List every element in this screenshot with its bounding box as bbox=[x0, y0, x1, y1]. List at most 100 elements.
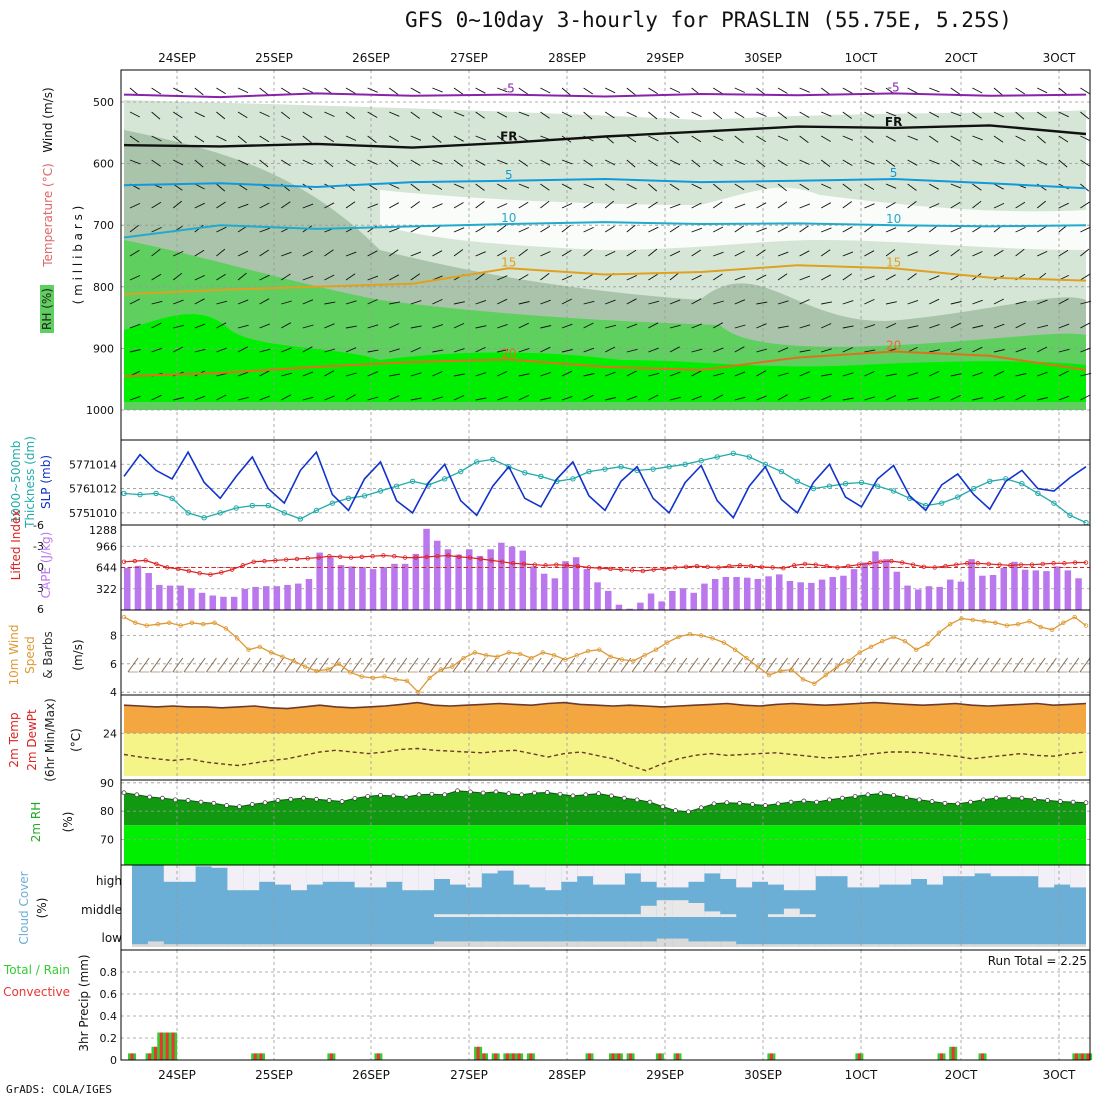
wind10-barb bbox=[138, 657, 150, 673]
wind10-point bbox=[1004, 623, 1009, 628]
cape-bar bbox=[252, 586, 259, 610]
cape-axis-label: CAPE (J/kg) bbox=[39, 532, 53, 599]
cloud-high-gap bbox=[736, 865, 753, 888]
thickness-point bbox=[987, 478, 993, 484]
wind-barb bbox=[453, 348, 465, 353]
wind-barb bbox=[129, 298, 141, 305]
cape-bar bbox=[188, 588, 195, 610]
cape-bar bbox=[508, 546, 516, 610]
cloud-low-gap bbox=[402, 944, 419, 947]
wind-barb bbox=[237, 396, 249, 401]
rh2m-point bbox=[1019, 795, 1025, 801]
li-point bbox=[802, 561, 808, 567]
wind-barb bbox=[972, 251, 983, 257]
wind10-barb bbox=[1001, 657, 1013, 673]
cloud-low-gap bbox=[911, 944, 927, 947]
wind-barb bbox=[561, 159, 573, 165]
wind-barb bbox=[259, 370, 270, 377]
wind-barb bbox=[216, 248, 226, 257]
precip-bar-convective bbox=[857, 1053, 861, 1060]
wind-barb bbox=[950, 87, 961, 95]
wind-barb bbox=[907, 159, 918, 166]
wind-barb bbox=[669, 203, 681, 209]
wind10-barb bbox=[877, 657, 889, 673]
cloud-high-gap bbox=[624, 865, 641, 874]
li-tick: -3 bbox=[33, 540, 44, 553]
wind-barb bbox=[604, 183, 615, 191]
wind-barb bbox=[561, 111, 573, 118]
wind-barb bbox=[302, 250, 313, 257]
cloud-low-gap bbox=[927, 944, 943, 947]
wind-barb bbox=[216, 300, 228, 305]
cape-bar bbox=[209, 595, 216, 610]
wind-barb bbox=[302, 159, 313, 166]
thickness-point bbox=[393, 483, 400, 489]
wind-barb bbox=[367, 299, 378, 305]
wind-barb bbox=[259, 323, 270, 329]
wind-barb bbox=[367, 396, 379, 401]
cape-bar bbox=[626, 608, 633, 610]
cloud-middle-gap bbox=[688, 903, 705, 917]
rh2m-point bbox=[942, 800, 948, 806]
cloud-low-gap bbox=[132, 944, 148, 947]
wind10-point bbox=[653, 647, 659, 652]
wind10-point bbox=[280, 654, 285, 659]
wind-barb bbox=[1080, 394, 1091, 401]
contour-label: 10 bbox=[501, 211, 516, 225]
wind10-barb bbox=[967, 657, 979, 673]
cloud-low-gap bbox=[179, 944, 196, 947]
wind-barb bbox=[691, 183, 702, 190]
cloud-low-gap bbox=[609, 941, 625, 947]
wind10-point bbox=[393, 677, 398, 682]
cape-bar bbox=[808, 582, 815, 610]
wind10-point bbox=[880, 638, 885, 644]
wind10-barb bbox=[821, 657, 833, 673]
temp-contour bbox=[123, 177, 1087, 190]
thickness-point bbox=[377, 488, 384, 494]
wind-barb bbox=[173, 299, 184, 305]
wind-barb bbox=[583, 373, 595, 377]
cape-bar bbox=[829, 577, 836, 610]
li-point bbox=[305, 556, 310, 561]
wind10-barb bbox=[978, 657, 990, 673]
wind-barb bbox=[540, 325, 552, 329]
wind-barb bbox=[842, 251, 854, 257]
wind-barb bbox=[756, 301, 768, 305]
cape-bar bbox=[572, 557, 580, 610]
wind-barb bbox=[410, 273, 421, 281]
rh2m-point bbox=[750, 802, 755, 807]
wind-barb bbox=[842, 226, 853, 233]
li-point bbox=[910, 562, 916, 567]
precip-bar-convective bbox=[165, 1032, 169, 1060]
wind10-point bbox=[133, 620, 138, 625]
cape-bar bbox=[327, 557, 334, 610]
wind-barb bbox=[302, 87, 313, 93]
wind10-point bbox=[710, 636, 715, 641]
rh2m-point bbox=[1070, 799, 1076, 805]
rh2m-point bbox=[352, 796, 358, 801]
wind10-point bbox=[495, 654, 500, 659]
wind-barb bbox=[259, 87, 269, 96]
precip-total-label: Total / Rain bbox=[3, 963, 70, 977]
li-point bbox=[835, 565, 840, 570]
wind-barb bbox=[367, 203, 378, 209]
wind-barb bbox=[864, 324, 876, 329]
cape-bar bbox=[1032, 570, 1040, 610]
wind10-point bbox=[506, 650, 511, 655]
wind-barb bbox=[842, 135, 854, 141]
cloud-high-gap bbox=[243, 865, 260, 891]
wind-barb bbox=[216, 111, 226, 120]
li-point bbox=[791, 563, 797, 568]
wind-barb bbox=[518, 111, 530, 117]
wind-barb bbox=[151, 201, 162, 209]
wind-barb bbox=[1015, 322, 1026, 329]
wind-barb bbox=[172, 135, 182, 144]
cape-bar bbox=[605, 590, 612, 610]
rh2m-point bbox=[455, 788, 460, 794]
wind-barb bbox=[799, 299, 810, 305]
wind-barb bbox=[475, 325, 487, 329]
wind-barb bbox=[432, 135, 442, 143]
wind-barb bbox=[713, 347, 724, 353]
li-point bbox=[240, 563, 246, 568]
wind-barb bbox=[669, 371, 681, 377]
